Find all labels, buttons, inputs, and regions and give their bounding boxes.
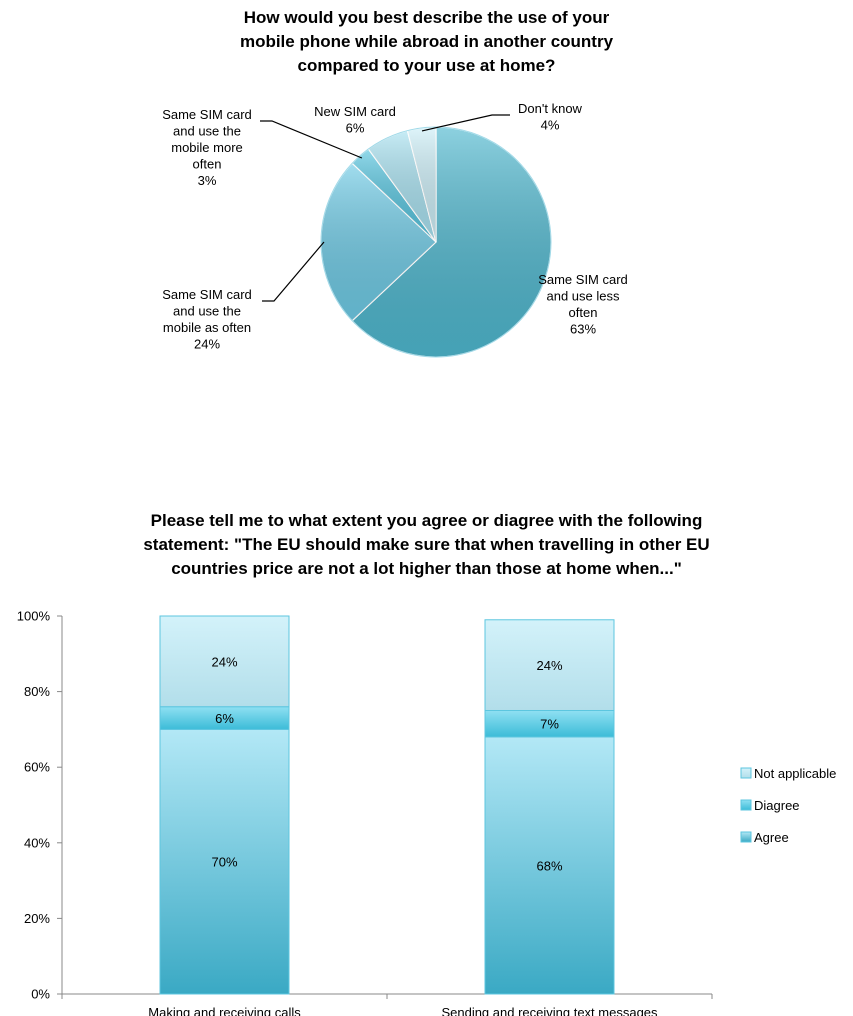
x-category-label: Making and receiving calls [148, 1005, 301, 1016]
legend-swatch [740, 831, 752, 843]
legend-swatch [740, 799, 752, 811]
bar-chart-title: Please tell me to what extent you agree … [143, 511, 710, 578]
bar-value-label: 24% [536, 658, 562, 673]
legend-swatch [740, 767, 752, 779]
bar-segment-agree [159, 728, 290, 995]
pie-slice-shade-1 [321, 163, 436, 321]
bar-value-label: 6% [215, 711, 234, 726]
y-tick-label: 80% [24, 684, 50, 699]
pie-label-1: Same SIM card and use the mobile as often 2… [162, 287, 252, 352]
pie-outline [320, 126, 552, 358]
bar-segment-not-applicable [484, 619, 615, 712]
legend-label: Not applicable [754, 766, 836, 781]
y-tick-label: 60% [24, 760, 50, 775]
bar-segment-not-applicable [159, 615, 290, 708]
pie-leader-4 [421, 114, 510, 132]
pie-chart-title: How would you best describe the use of y… [239, 8, 614, 75]
pie-leader-1 [262, 241, 325, 302]
bar-segment-agree [484, 736, 615, 995]
pie-chart: Same SIM card and use less often 63% Same SI… [162, 101, 628, 358]
pie-leader-2 [260, 120, 363, 159]
pie-slice-shade-4 [407, 127, 436, 242]
pie-slice-shade-0 [352, 127, 552, 357]
bar-value-label: 70% [211, 855, 237, 870]
y-tick-label: 20% [24, 911, 50, 926]
pie-label-3: New SIM card 6% [314, 104, 396, 136]
pie-label-4: Don't know 4% [518, 101, 583, 133]
legend-label: Agree [754, 830, 789, 845]
y-tick-label: 100% [17, 609, 51, 624]
y-tick-label: 40% [24, 835, 50, 850]
pie-label-0: Same SIM card and use less often 63% [538, 272, 628, 337]
pie-slice-shade-3 [368, 130, 436, 242]
pie-slice-shade-2 [352, 148, 436, 242]
x-category-label: Sending and receiving text messages [441, 1005, 658, 1016]
pie-label-2: Same SIM card and use the mobile more often… [162, 107, 252, 188]
y-tick-label: 0% [31, 987, 50, 1002]
legend-label: Diagree [754, 798, 800, 813]
bar-value-label: 7% [540, 717, 559, 732]
bar-value-label: 68% [536, 858, 562, 873]
stacked-bar-chart: 0% 20% 40% 60% 80% 100% Making and receiving c… [17, 609, 837, 1016]
bar-value-label: 24% [211, 654, 237, 669]
